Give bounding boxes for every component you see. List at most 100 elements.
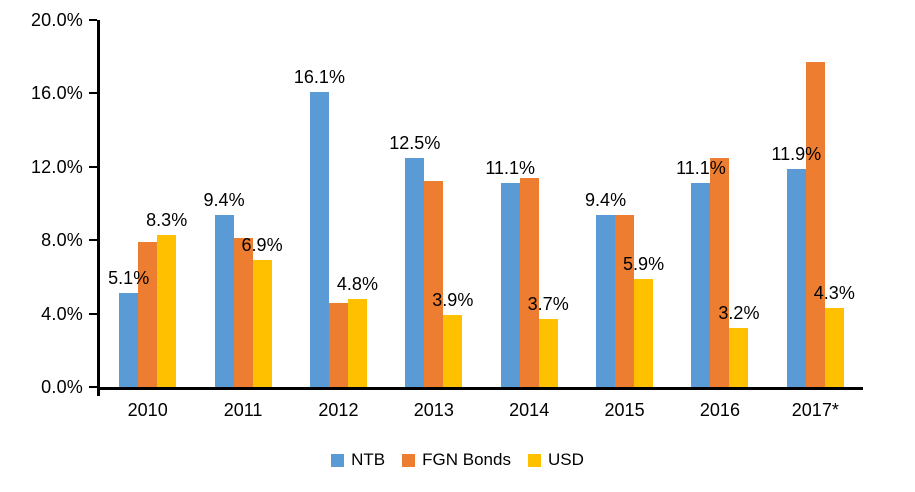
data-label-usd-2017: 4.3%: [813, 283, 855, 304]
y-axis-tick-label: 4.0%: [41, 303, 83, 324]
bar-ntb-2012: [309, 91, 329, 387]
bar-slot: [328, 20, 348, 387]
bar-fgn-bonds-2017: [805, 62, 825, 387]
y-axis-tick-label: 20.0%: [30, 10, 83, 30]
data-label-usd-2010: 8.3%: [146, 209, 188, 230]
bar-ntb-2011: [214, 214, 234, 387]
x-axis-label-2012: 2012: [318, 400, 359, 420]
data-label-ntb-2015: 9.4%: [585, 189, 627, 210]
bar-fgn-bonds-2015: [615, 214, 635, 387]
bar-ntb-2013: [405, 157, 425, 387]
data-label-ntb-2017: 11.9%: [771, 143, 822, 164]
data-label-ntb-2012: 16.1%: [293, 66, 345, 87]
bar-group-2017: 11.9% 4.3%: [768, 20, 863, 387]
data-label-usd-2013: 3.9%: [432, 290, 474, 311]
legend-label-ntb: NTB: [351, 450, 386, 469]
bar-slot: 4.8%: [337, 20, 378, 387]
bar-group-2011: 9.4% 6.9%: [195, 20, 290, 387]
data-label-usd-2014: 3.7%: [527, 294, 569, 315]
bar-group-2015: 9.4% 5.9%: [577, 20, 672, 387]
y-axis-tick-label: 12.0%: [30, 156, 83, 177]
y-axis-tick: [89, 239, 97, 242]
bar-ntb-2010: [119, 293, 139, 387]
bar-slot: 3.2%: [718, 20, 759, 387]
bar-slot: 5.9%: [623, 20, 664, 387]
bar-group-2014: 11.1% 3.7%: [482, 20, 577, 387]
bar-fgn-bonds-2010: [138, 242, 158, 387]
data-label-usd-2015: 5.9%: [623, 253, 665, 274]
data-label-usd-2012: 4.8%: [336, 273, 378, 294]
bar-group-2010: 5.1% 8.3%: [100, 20, 195, 387]
data-label-usd-2011: 6.9%: [241, 235, 283, 256]
y-axis-tick-label: 0.0%: [41, 377, 83, 397]
x-axis-label-2010: 2010: [127, 400, 168, 420]
bar-slot: [615, 20, 635, 387]
legend-item-fgn-bonds: FGN Bonds: [402, 450, 511, 470]
bar-group-2013: 12.5% 3.9%: [386, 20, 481, 387]
legend-label-fgn-bonds: FGN Bonds: [422, 450, 511, 469]
chart-legend: NTB FGN Bonds USD: [0, 450, 915, 470]
bar-usd-2010: [157, 234, 177, 387]
bar-ntb-2016: [691, 183, 711, 387]
data-label-usd-2016: 3.2%: [718, 303, 760, 324]
legend-swatch-usd: [527, 453, 541, 467]
x-axis-labels: 2010 2011 2012 2013 2014 2015 2016 2017*: [100, 399, 863, 421]
plot-area: 5.1% 8.3% 9.4% 6.9% 16.1% 4.8% 12.5% 3.9% 11.1% 3…: [97, 20, 863, 396]
data-label-ntb-2010: 5.1%: [108, 268, 150, 289]
legend-swatch-fgn-bonds: [402, 453, 416, 467]
y-axis-tick-label: 16.0%: [30, 83, 83, 104]
bar-usd-2011: [252, 260, 272, 387]
bar-fgn-bonds-2012: [328, 302, 348, 387]
y-axis-tick: [89, 92, 97, 95]
bar-slot: 3.9%: [432, 20, 473, 387]
x-axis-label-2013: 2013: [413, 400, 454, 420]
y-axis-tick: [89, 19, 97, 21]
bar-slot: 6.9%: [242, 20, 283, 387]
bar-usd-2014: [538, 319, 558, 387]
bar-fgn-bonds-2013: [424, 181, 444, 387]
bar-usd-2017: [824, 308, 844, 387]
bar-slot: 11.1%: [676, 20, 726, 387]
bar-ntb-2017: [786, 168, 806, 387]
bar-groups: 5.1% 8.3% 9.4% 6.9% 16.1% 4.8% 12.5% 3.9% 11.1% 3…: [100, 20, 863, 387]
bar-slot: [138, 20, 158, 387]
bar-slot: [805, 20, 825, 387]
bar-fgn-bonds-2016: [710, 157, 730, 387]
bar-slot: 9.4%: [585, 20, 626, 387]
bar-slot: 16.1%: [294, 20, 345, 387]
data-label-ntb-2014: 11.1%: [485, 158, 536, 179]
bar-ntb-2014: [500, 183, 520, 387]
data-label-ntb-2016: 11.1%: [676, 158, 726, 179]
data-label-ntb-2011: 9.4%: [203, 189, 245, 210]
bar-slot: 9.4%: [204, 20, 245, 387]
bar-usd-2015: [634, 278, 654, 387]
legend-item-ntb: NTB: [331, 450, 385, 470]
bar-slot: 3.7%: [528, 20, 569, 387]
y-axis-tick: [89, 165, 97, 168]
x-axis-origin-tick: [97, 387, 100, 396]
y-axis-tick-label: 8.0%: [41, 230, 83, 251]
bar-ntb-2015: [596, 214, 616, 387]
legend-item-usd: USD: [527, 450, 584, 470]
x-axis-label-2011: 2011: [223, 400, 263, 420]
legend-label-usd: USD: [547, 450, 584, 469]
x-axis-label-2016: 2016: [699, 400, 740, 420]
bar-slot: [710, 20, 730, 387]
bar-slot: 12.5%: [389, 20, 440, 387]
bar-fgn-bonds-2011: [233, 238, 253, 387]
data-label-ntb-2013: 12.5%: [389, 132, 441, 153]
x-axis-label-2017: 2017*: [791, 400, 839, 420]
bar-fgn-bonds-2014: [519, 177, 539, 387]
y-axis-tick: [89, 386, 97, 388]
bar-slot: 11.1%: [485, 20, 535, 387]
bar-slot: [233, 20, 253, 387]
bar-slot: 8.3%: [146, 20, 187, 387]
bar-usd-2013: [443, 315, 463, 387]
x-axis-label-2015: 2015: [604, 400, 645, 420]
bar-slot: [424, 20, 444, 387]
bar-group-2016: 11.1% 3.2%: [672, 20, 767, 387]
y-axis: 0.0% 4.0% 8.0% 12.0% 16.0% 20.0%: [0, 10, 97, 397]
bar-slot: 4.3%: [814, 20, 855, 387]
legend-swatch-ntb: [331, 453, 345, 467]
